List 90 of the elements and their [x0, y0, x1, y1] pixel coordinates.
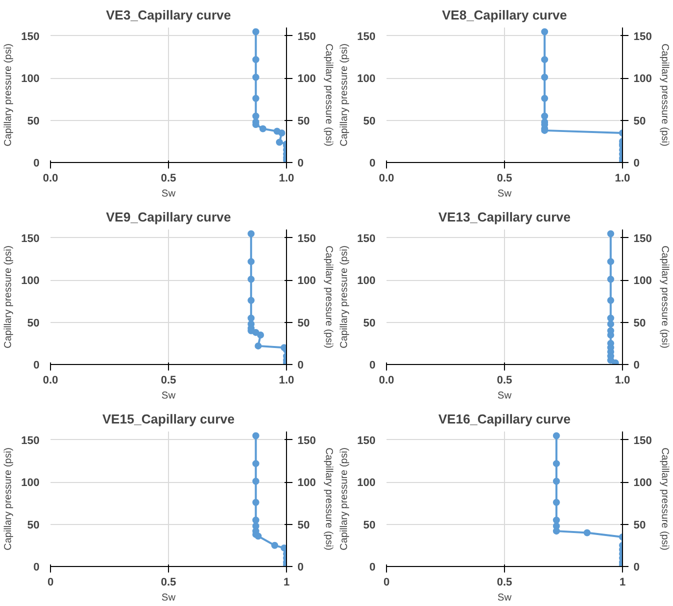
y2-tick-label: 50	[298, 519, 310, 532]
y-axis-title: Capillary pressure (psi)	[339, 44, 350, 146]
x-tick-label: 1.0	[614, 172, 630, 184]
x-axis-title: Sw	[162, 592, 176, 604]
x-axis-title: Sw	[498, 390, 512, 402]
y-axis-title: Capillary pressure (psi)	[3, 246, 14, 348]
x-tick-label: 1.0	[278, 172, 294, 184]
x-tick-label: 0.5	[160, 374, 176, 386]
y2-tick-label: 150	[298, 30, 316, 43]
x-tick-label: 1	[283, 576, 290, 588]
y2-axis-title: Capillary pressure (psi)	[658, 246, 670, 348]
y2-tick-label: 50	[298, 317, 310, 330]
x-tick-label: 0	[47, 576, 54, 588]
x-axis-title: Sw	[498, 188, 512, 200]
y2-tick-label: 50	[634, 317, 646, 330]
y-tick-label: 0	[369, 158, 376, 170]
y2-axis-title: Capillary pressure (psi)	[322, 44, 334, 146]
y-tick-label: 50	[27, 519, 40, 532]
y-tick-label: 100	[21, 477, 40, 490]
x-tick-label: 0.0	[378, 172, 394, 184]
y-tick-label: 50	[363, 115, 376, 128]
y-tick-label: 50	[363, 317, 376, 330]
y-tick-label: 150	[21, 232, 40, 245]
x-axis-title: Sw	[162, 390, 176, 402]
y-tick-label: 100	[21, 275, 40, 288]
y2-tick-label: 0	[298, 158, 304, 170]
x-tick-label: 1.0	[614, 374, 630, 386]
y2-tick-label: 150	[298, 434, 316, 447]
y-axis-title: Capillary pressure (psi)	[3, 448, 14, 550]
y2-tick-label: 50	[634, 115, 646, 128]
x-tick-label: 0	[383, 576, 390, 588]
y-tick-label: 100	[357, 477, 376, 490]
y2-tick-label: 0	[634, 360, 640, 372]
y-axis-title: Capillary pressure (psi)	[3, 44, 14, 146]
y2-axis-title: Capillary pressure (psi)	[658, 44, 670, 146]
y-tick-label: 100	[357, 73, 376, 86]
y-tick-label: 0	[33, 562, 40, 574]
y2-tick-label: 0	[634, 562, 640, 574]
chart-title: VE3_Capillary curve	[106, 8, 232, 22]
x-tick-label: 0.0	[378, 374, 394, 386]
y-axis-title: Capillary pressure (psi)	[339, 448, 350, 550]
y2-tick-label: 100	[298, 477, 316, 490]
y-tick-label: 150	[357, 30, 376, 43]
x-tick-label: 1	[619, 576, 626, 588]
y2-tick-label: 100	[298, 73, 316, 86]
y-tick-label: 150	[357, 434, 376, 447]
y2-tick-label: 150	[634, 434, 652, 447]
y2-axis-title: Capillary pressure (psi)	[322, 246, 334, 348]
y-tick-label: 100	[357, 275, 376, 288]
chart-title: VE13_Capillary curve	[438, 210, 571, 224]
x-tick-label: 0.5	[496, 172, 512, 184]
y-tick-label: 0	[369, 562, 376, 574]
chart-title: VE8_Capillary curve	[442, 8, 568, 22]
y-tick-label: 150	[357, 232, 376, 245]
y-tick-label: 0	[33, 360, 40, 372]
x-tick-label: 1.0	[278, 374, 294, 386]
chart-title: VE16_Capillary curve	[438, 412, 571, 426]
y2-tick-label: 100	[634, 477, 652, 490]
y-tick-label: 0	[369, 360, 376, 372]
y-tick-label: 150	[21, 434, 40, 447]
y-tick-label: 50	[363, 519, 376, 532]
x-tick-label: 0.5	[496, 576, 512, 588]
y2-tick-label: 100	[298, 275, 316, 288]
y2-axis-title: Capillary pressure (psi)	[658, 448, 670, 550]
y2-tick-label: 100	[634, 275, 652, 288]
y2-tick-label: 150	[634, 232, 652, 245]
y2-tick-label: 50	[634, 519, 646, 532]
chart-title: VE9_Capillary curve	[106, 210, 232, 224]
x-axis-title: Sw	[162, 188, 176, 200]
y-tick-label: 0	[33, 158, 40, 170]
y2-axis-title: Capillary pressure (psi)	[322, 448, 334, 550]
x-tick-label: 0.5	[160, 576, 176, 588]
y2-tick-label: 0	[634, 158, 640, 170]
y2-tick-label: 0	[298, 562, 304, 574]
x-tick-label: 0.5	[160, 172, 176, 184]
y-axis-title: Capillary pressure (psi)	[339, 246, 350, 348]
y2-tick-label: 100	[634, 73, 652, 86]
x-tick-label: 0.0	[42, 172, 58, 184]
y2-tick-label: 0	[298, 360, 304, 372]
y2-tick-label: 50	[298, 115, 310, 128]
x-tick-label: 0.5	[496, 374, 512, 386]
y2-tick-label: 150	[634, 30, 652, 43]
y-tick-label: 50	[27, 317, 40, 330]
y-tick-label: 50	[27, 115, 40, 128]
y2-tick-label: 150	[298, 232, 316, 245]
y-tick-label: 100	[21, 73, 40, 86]
y-tick-label: 150	[21, 30, 40, 43]
x-tick-label: 0.0	[42, 374, 58, 386]
x-axis-title: Sw	[498, 592, 512, 604]
chart-title: VE15_Capillary curve	[102, 412, 235, 426]
